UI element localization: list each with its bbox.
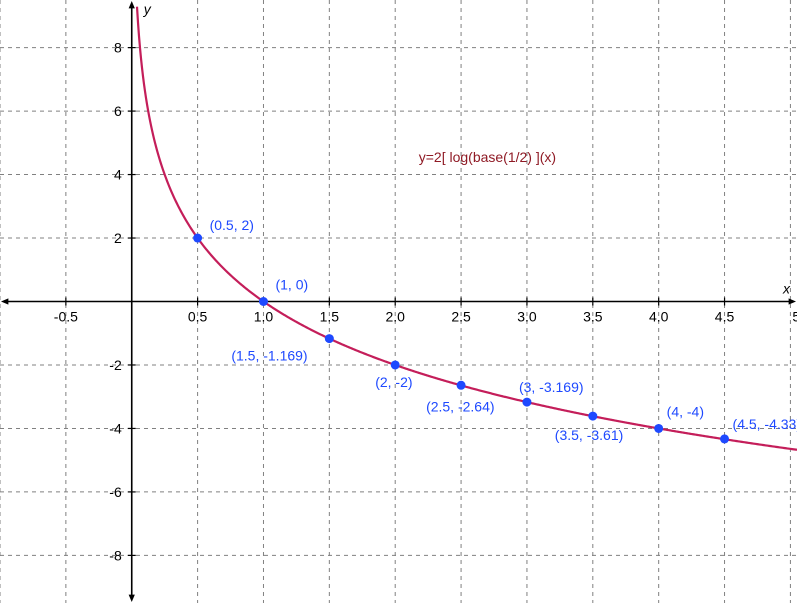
data-point-label: (4.5, -4.33): [733, 416, 797, 432]
y-tick-label: -4: [109, 420, 122, 436]
y-tick-label: 4: [114, 167, 122, 183]
log-chart: -0.5 0.5 1.0 1.5 2.0 2.5 3.0 3.5 4.0 4.5 -8 -6 -4 -2 2…: [0, 0, 797, 603]
chart-container: -0.5 0.5 1.0 1.5 2.0 2.5 3.0 3.5 4.0 4.5 -8 -6 -4 -2 2…: [0, 0, 797, 603]
x-tick-label: 2.0: [385, 309, 405, 325]
data-point-label: (3, -3.169): [519, 379, 584, 395]
data-point: [325, 334, 334, 343]
x-tick-label: -0.5: [54, 309, 78, 325]
y-axis-label: y: [143, 1, 152, 17]
x-tick-label: 1.5: [320, 309, 340, 325]
data-point: [522, 398, 531, 407]
x-tick-label: 3.0: [517, 309, 537, 325]
data-point-label: (0.5, 2): [210, 217, 254, 233]
data-point-label: (2.5, -2.64): [426, 398, 494, 414]
axis-arrow: [129, 1, 135, 8]
data-point-label: (1, 0): [275, 277, 308, 293]
data-point-label: (2, -2): [375, 374, 412, 390]
y-tick-label: 8: [114, 40, 122, 56]
data-point-label: (4, -4): [667, 403, 704, 419]
x-tick-label: 3.5: [583, 309, 603, 325]
data-point: [193, 234, 202, 243]
x-tick-label: 4.5: [715, 309, 735, 325]
x-tick-label: 1.0: [254, 309, 274, 325]
x-tick-label: 2.5: [451, 309, 471, 325]
data-point: [654, 424, 663, 433]
axis-arrow: [1, 298, 8, 304]
data-point-label: (3.5, -3.61): [555, 427, 623, 443]
data-point: [588, 412, 597, 421]
y-tick-label: -2: [109, 357, 122, 373]
data-point: [391, 360, 400, 369]
data-point-label: (1.5, -1.169): [231, 348, 307, 364]
function-label: y=2[ log(base(1/2) ](x): [419, 149, 556, 165]
data-point: [259, 297, 268, 306]
axis-arrow: [129, 595, 135, 602]
x-axis-label: x: [782, 281, 791, 297]
y-tick-label: 2: [114, 230, 122, 246]
data-point: [720, 434, 729, 443]
data-point: [457, 381, 466, 390]
y-tick-label: -8: [109, 547, 122, 563]
x-tick-label: 4.0: [649, 309, 669, 325]
x-tick-label: 0.5: [188, 309, 208, 325]
y-tick-label: 6: [114, 103, 122, 119]
x-tick-label: 5.: [792, 309, 797, 325]
y-tick-label: -6: [109, 484, 122, 500]
axis-arrow: [789, 298, 796, 304]
